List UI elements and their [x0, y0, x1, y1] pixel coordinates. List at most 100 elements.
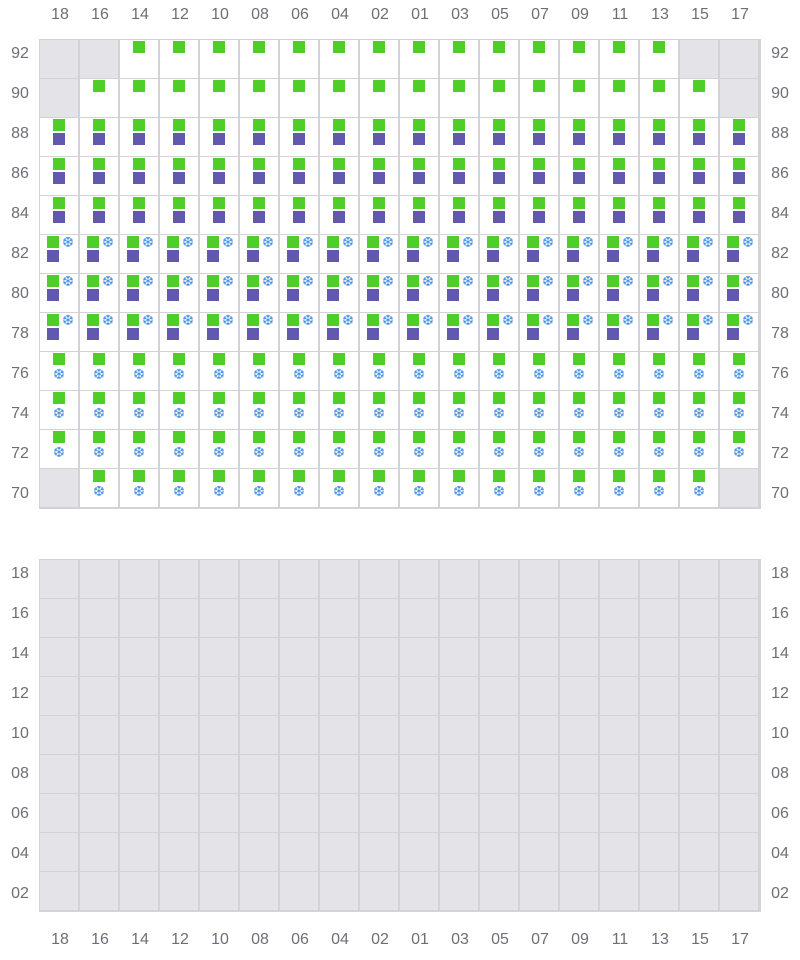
slot-08-15[interactable] — [679, 754, 719, 794]
slot-78-14[interactable]: ❆ — [119, 312, 159, 352]
slot-80-18[interactable]: ❆ — [39, 273, 79, 313]
slot-72-10[interactable]: ❆ — [199, 429, 239, 469]
slot-84-13[interactable] — [639, 195, 679, 235]
slot-88-02[interactable] — [359, 117, 399, 157]
slot-70-09[interactable]: ❆ — [559, 468, 599, 508]
slot-10-05[interactable] — [479, 715, 519, 755]
slot-16-10[interactable] — [199, 598, 239, 638]
slot-14-14[interactable] — [119, 637, 159, 677]
slot-72-09[interactable]: ❆ — [559, 429, 599, 469]
slot-84-17[interactable] — [719, 195, 759, 235]
slot-80-09[interactable]: ❆ — [559, 273, 599, 313]
slot-02-12[interactable] — [159, 871, 199, 911]
slot-82-12[interactable]: ❆ — [159, 234, 199, 274]
slot-12-09[interactable] — [559, 676, 599, 716]
slot-88-18[interactable] — [39, 117, 79, 157]
slot-86-06[interactable] — [279, 156, 319, 196]
slot-78-06[interactable]: ❆ — [279, 312, 319, 352]
slot-74-10[interactable]: ❆ — [199, 390, 239, 430]
slot-72-11[interactable]: ❆ — [599, 429, 639, 469]
slot-76-14[interactable]: ❆ — [119, 351, 159, 391]
slot-06-09[interactable] — [559, 793, 599, 833]
slot-10-14[interactable] — [119, 715, 159, 755]
slot-78-01[interactable]: ❆ — [399, 312, 439, 352]
slot-06-06[interactable] — [279, 793, 319, 833]
slot-90-17[interactable] — [719, 78, 759, 118]
slot-90-11[interactable] — [599, 78, 639, 118]
slot-74-05[interactable]: ❆ — [479, 390, 519, 430]
slot-74-07[interactable]: ❆ — [519, 390, 559, 430]
slot-88-14[interactable] — [119, 117, 159, 157]
slot-92-08[interactable] — [239, 39, 279, 79]
slot-92-06[interactable] — [279, 39, 319, 79]
slot-88-06[interactable] — [279, 117, 319, 157]
slot-84-14[interactable] — [119, 195, 159, 235]
slot-86-08[interactable] — [239, 156, 279, 196]
slot-12-12[interactable] — [159, 676, 199, 716]
slot-04-03[interactable] — [439, 832, 479, 872]
slot-02-07[interactable] — [519, 871, 559, 911]
slot-82-07[interactable]: ❆ — [519, 234, 559, 274]
slot-74-14[interactable]: ❆ — [119, 390, 159, 430]
slot-84-12[interactable] — [159, 195, 199, 235]
slot-16-16[interactable] — [79, 598, 119, 638]
slot-02-14[interactable] — [119, 871, 159, 911]
slot-12-15[interactable] — [679, 676, 719, 716]
slot-04-15[interactable] — [679, 832, 719, 872]
slot-78-10[interactable]: ❆ — [199, 312, 239, 352]
slot-10-12[interactable] — [159, 715, 199, 755]
slot-02-15[interactable] — [679, 871, 719, 911]
slot-86-11[interactable] — [599, 156, 639, 196]
slot-82-01[interactable]: ❆ — [399, 234, 439, 274]
slot-72-03[interactable]: ❆ — [439, 429, 479, 469]
slot-10-02[interactable] — [359, 715, 399, 755]
slot-14-13[interactable] — [639, 637, 679, 677]
slot-08-12[interactable] — [159, 754, 199, 794]
slot-80-16[interactable]: ❆ — [79, 273, 119, 313]
slot-84-05[interactable] — [479, 195, 519, 235]
slot-72-01[interactable]: ❆ — [399, 429, 439, 469]
slot-10-08[interactable] — [239, 715, 279, 755]
slot-90-08[interactable] — [239, 78, 279, 118]
slot-12-04[interactable] — [319, 676, 359, 716]
slot-70-18[interactable] — [39, 468, 79, 508]
slot-10-09[interactable] — [559, 715, 599, 755]
slot-80-10[interactable]: ❆ — [199, 273, 239, 313]
slot-18-16[interactable] — [79, 559, 119, 599]
slot-06-07[interactable] — [519, 793, 559, 833]
slot-04-05[interactable] — [479, 832, 519, 872]
slot-08-07[interactable] — [519, 754, 559, 794]
slot-10-13[interactable] — [639, 715, 679, 755]
slot-06-02[interactable] — [359, 793, 399, 833]
slot-10-01[interactable] — [399, 715, 439, 755]
slot-88-03[interactable] — [439, 117, 479, 157]
slot-74-04[interactable]: ❆ — [319, 390, 359, 430]
slot-02-08[interactable] — [239, 871, 279, 911]
slot-72-04[interactable]: ❆ — [319, 429, 359, 469]
slot-14-03[interactable] — [439, 637, 479, 677]
slot-74-06[interactable]: ❆ — [279, 390, 319, 430]
slot-12-14[interactable] — [119, 676, 159, 716]
slot-90-04[interactable] — [319, 78, 359, 118]
slot-10-10[interactable] — [199, 715, 239, 755]
slot-14-17[interactable] — [719, 637, 759, 677]
slot-16-04[interactable] — [319, 598, 359, 638]
slot-82-13[interactable]: ❆ — [639, 234, 679, 274]
slot-14-02[interactable] — [359, 637, 399, 677]
slot-76-13[interactable]: ❆ — [639, 351, 679, 391]
slot-08-08[interactable] — [239, 754, 279, 794]
slot-88-08[interactable] — [239, 117, 279, 157]
slot-84-16[interactable] — [79, 195, 119, 235]
slot-06-16[interactable] — [79, 793, 119, 833]
slot-88-11[interactable] — [599, 117, 639, 157]
slot-10-04[interactable] — [319, 715, 359, 755]
slot-72-14[interactable]: ❆ — [119, 429, 159, 469]
slot-14-15[interactable] — [679, 637, 719, 677]
slot-14-08[interactable] — [239, 637, 279, 677]
slot-74-09[interactable]: ❆ — [559, 390, 599, 430]
slot-76-03[interactable]: ❆ — [439, 351, 479, 391]
slot-76-02[interactable]: ❆ — [359, 351, 399, 391]
slot-70-02[interactable]: ❆ — [359, 468, 399, 508]
slot-04-02[interactable] — [359, 832, 399, 872]
slot-06-03[interactable] — [439, 793, 479, 833]
